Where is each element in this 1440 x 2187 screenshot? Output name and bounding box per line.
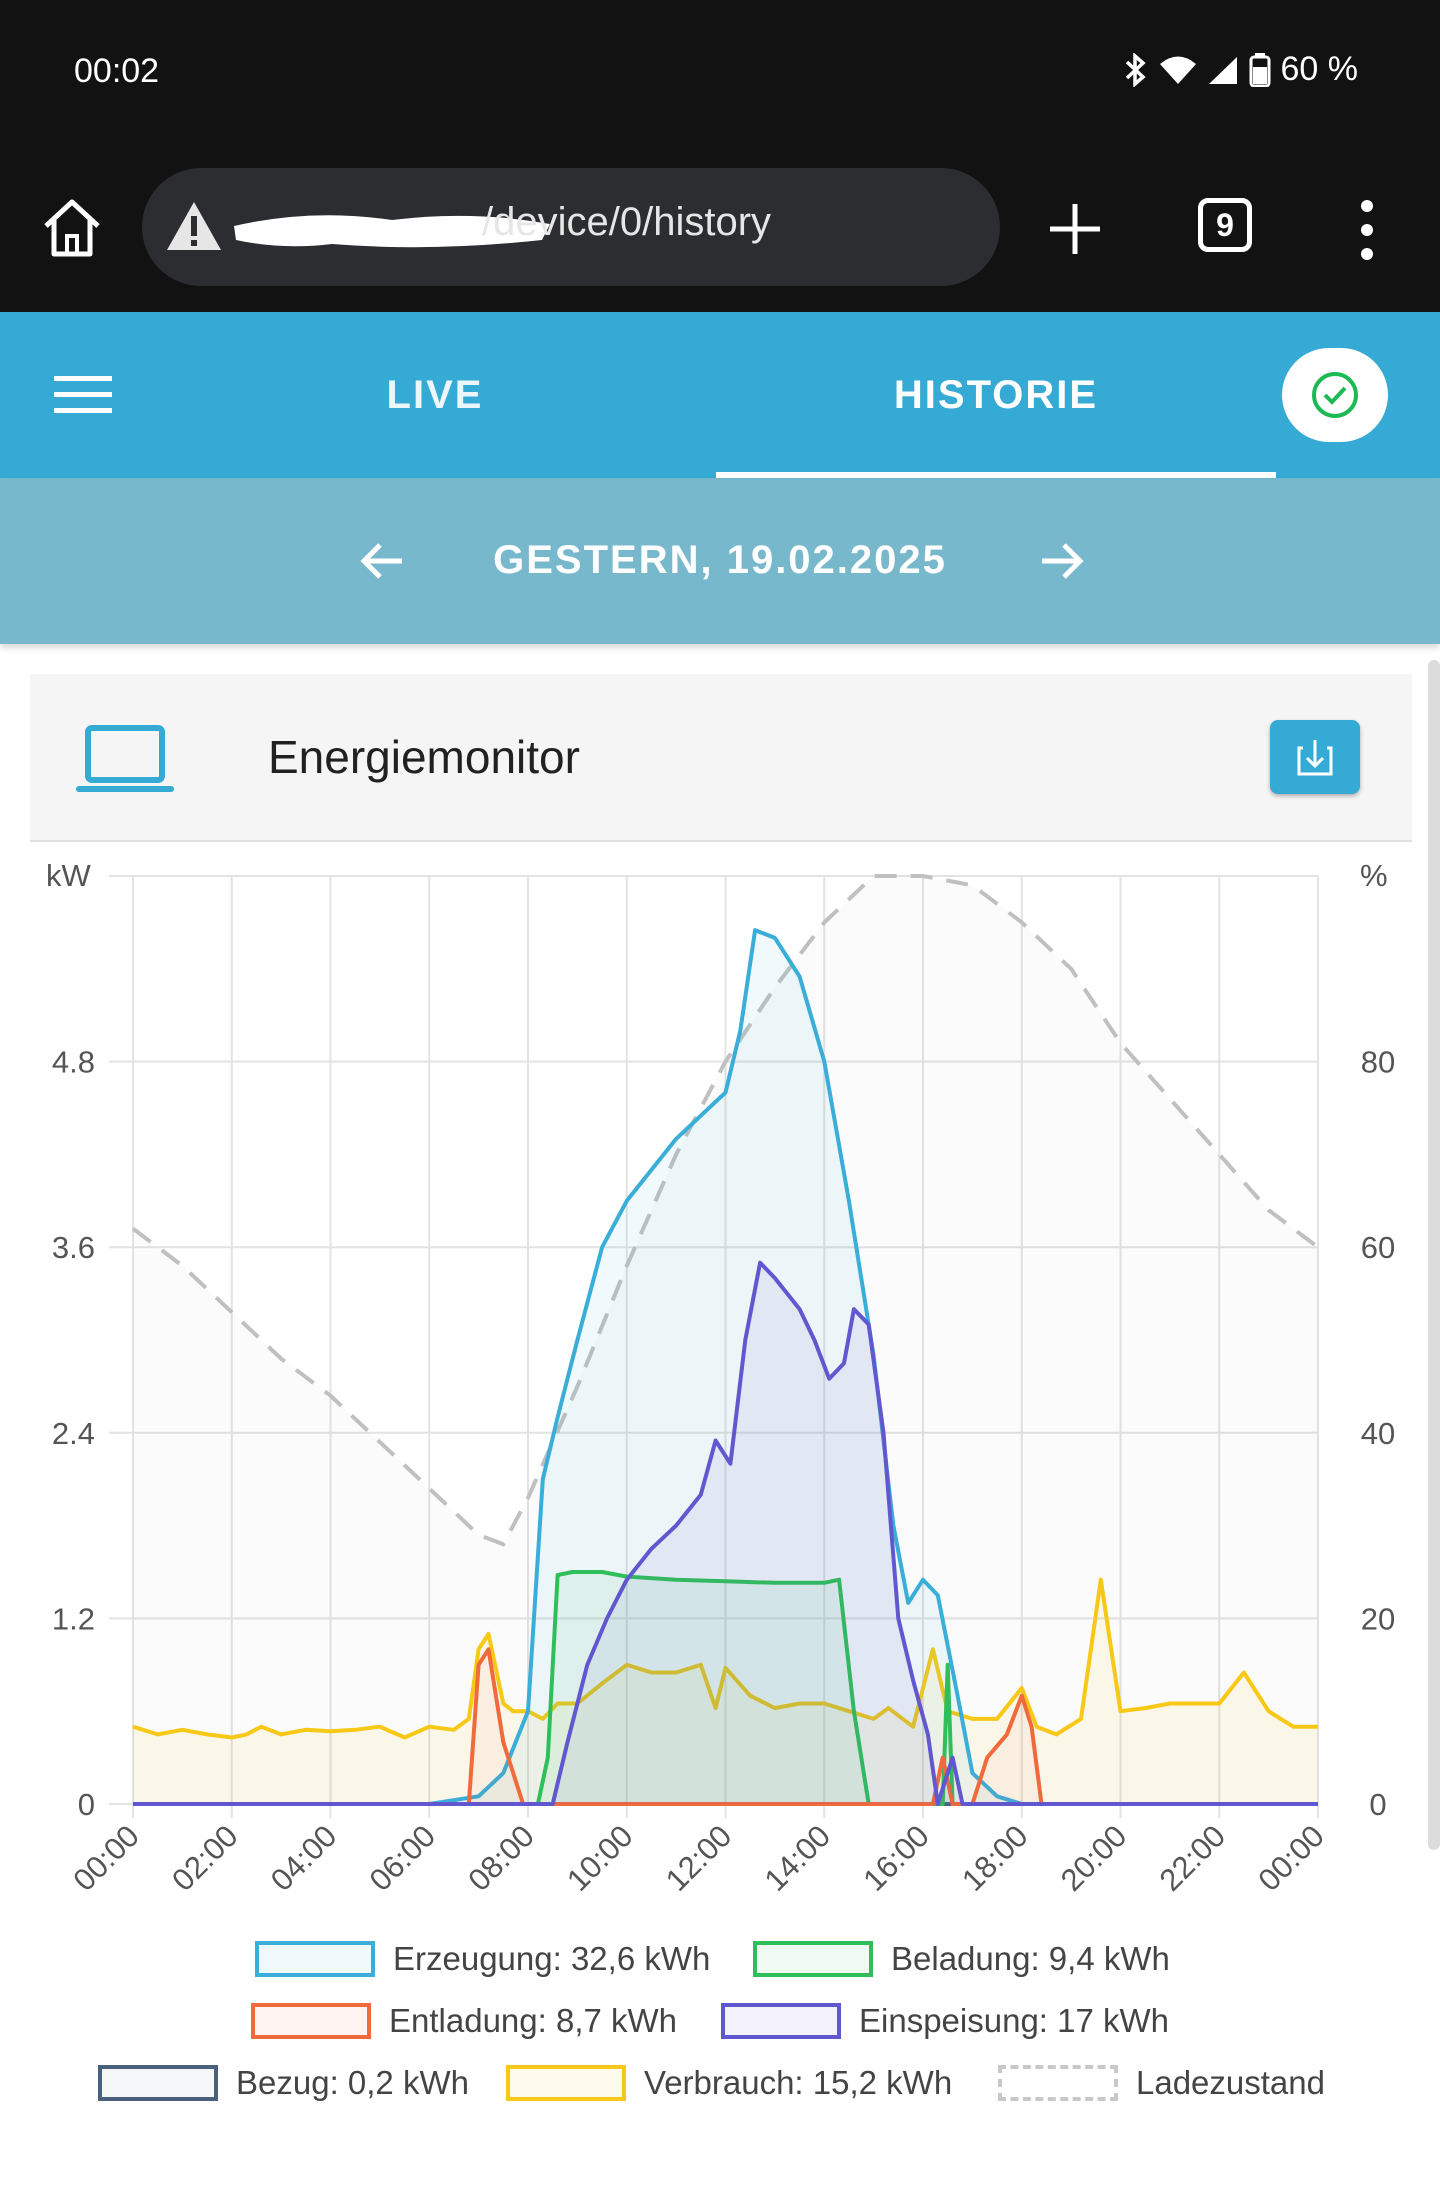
legend-swatch — [721, 2003, 841, 2039]
y-left-tick-label: 0 — [78, 1787, 95, 1822]
tab-historie[interactable]: HISTORIE — [893, 372, 1099, 417]
download-icon — [1297, 740, 1333, 776]
address-bar[interactable]: /device/0/history — [142, 168, 1000, 286]
selected-date: GESTERN, 19.02.2025 — [493, 538, 947, 582]
more-menu-icon[interactable] — [1352, 198, 1382, 262]
card-title: Energiemonitor — [268, 731, 580, 783]
status-icons: 60 % — [1123, 50, 1359, 89]
series-line — [133, 1260, 1318, 1806]
x-tick-label: 14:00 — [758, 1818, 838, 1898]
battery-icon — [1249, 52, 1270, 87]
x-tick-label: 18:00 — [955, 1818, 1035, 1898]
new-tab-icon[interactable] — [1046, 200, 1104, 258]
y-right-unit-label: % — [1360, 858, 1388, 893]
arrow-right-icon[interactable] — [1036, 536, 1086, 586]
series-area — [133, 1579, 1318, 1804]
y-right-tick-label: 80 — [1361, 1045, 1395, 1080]
series-line — [133, 1647, 1318, 1806]
y-left-unit-label: kW — [46, 858, 92, 893]
browser-toolbar: /device/0/history 9 — [0, 150, 1440, 312]
legend-swatch — [255, 1941, 375, 1977]
series-area — [133, 930, 1318, 1804]
series-area — [133, 1649, 1318, 1804]
card-header: Energiemonitor — [30, 674, 1412, 842]
legend-swatch — [998, 2065, 1118, 2101]
series-area — [133, 1262, 1318, 1804]
legend-label: Verbrauch: 15,2 kWh — [644, 2064, 953, 2101]
x-tick-label: 00:00 — [66, 1818, 146, 1898]
legend-label: Bezug: 0,2 kWh — [236, 2064, 469, 2101]
check-circle-icon — [1312, 372, 1358, 418]
url-text: /device/0/history — [482, 200, 772, 244]
home-icon[interactable] — [36, 192, 108, 264]
redaction-mark — [234, 215, 550, 248]
tab-live[interactable]: LIVE — [386, 372, 484, 417]
x-tick-label: 08:00 — [461, 1818, 541, 1898]
series-line-ladezustand — [131, 874, 1320, 1547]
legend-swatch — [753, 1941, 873, 1977]
x-tick-label: 04:00 — [264, 1818, 344, 1898]
y-left-tick-label: 1.2 — [52, 1601, 95, 1636]
x-tick-label: 12:00 — [659, 1818, 739, 1898]
legend-label: Entladung: 8,7 kWh — [389, 2002, 678, 2039]
chart-legend: Erzeugung: 32,6 kWh Beladung: 9,4 kWh En… — [0, 1940, 1440, 2140]
signal-icon — [1208, 56, 1237, 84]
legend-ladezustand[interactable]: Ladezustand — [998, 2064, 1325, 2102]
legend-label: Ladezustand — [1136, 2064, 1325, 2101]
laptop-icon — [76, 725, 174, 792]
y-right-tick-label: 60 — [1361, 1230, 1395, 1265]
date-navigator: GESTERN, 19.02.2025 — [0, 478, 1440, 644]
legend-swatch — [506, 2065, 626, 2101]
y-left-tick-label: 3.6 — [52, 1230, 95, 1265]
bluetooth-icon — [1125, 52, 1146, 87]
legend-bezug[interactable]: Bezug: 0,2 kWh — [98, 2064, 469, 2102]
clock: 00:02 — [74, 52, 160, 90]
series-line — [132, 1577, 1318, 1740]
scrollbar[interactable] — [1428, 660, 1440, 1850]
legend-erzeugung[interactable]: Erzeugung: 32,6 kWh — [255, 1940, 710, 1978]
series-line — [133, 928, 1318, 1806]
connection-status-button[interactable] — [1282, 348, 1388, 442]
series-area — [133, 1572, 1318, 1804]
x-tick-label: 22:00 — [1153, 1818, 1233, 1898]
legend-einspeisung[interactable]: Einspeisung: 17 kWh — [721, 2002, 1169, 2040]
system-status-bar: 00:02 60 % — [0, 0, 1440, 150]
x-tick-label: 06:00 — [363, 1818, 443, 1898]
app-header: LIVE HISTORIE — [0, 312, 1440, 478]
x-tick-label: 16:00 — [856, 1818, 936, 1898]
legend-entladung[interactable]: Entladung: 8,7 kWh — [251, 2002, 677, 2040]
y-right-tick-label: 40 — [1361, 1416, 1395, 1451]
legend-label: Erzeugung: 32,6 kWh — [393, 1940, 711, 1977]
x-tick-label: 10:00 — [560, 1818, 640, 1898]
battery-percent: 60 % — [1280, 50, 1359, 88]
y-left-tick-label: 4.8 — [52, 1045, 95, 1080]
legend-swatch — [98, 2065, 218, 2101]
y-right-tick-label: 0 — [1369, 1787, 1386, 1822]
legend-verbrauch[interactable]: Verbrauch: 15,2 kWh — [506, 2064, 952, 2102]
legend-label: Beladung: 9,4 kWh — [891, 1940, 1170, 1977]
legend-beladung[interactable]: Beladung: 9,4 kWh — [753, 1940, 1170, 1978]
x-tick-label: 02:00 — [165, 1818, 245, 1898]
arrow-left-icon[interactable] — [358, 536, 408, 586]
x-tick-label: 20:00 — [1054, 1818, 1134, 1898]
warning-icon[interactable] — [164, 198, 224, 254]
download-button[interactable] — [1270, 720, 1360, 794]
legend-swatch — [251, 2003, 371, 2039]
active-tab-indicator — [716, 472, 1276, 478]
y-right-tick-label: 20 — [1361, 1601, 1395, 1636]
menu-icon[interactable] — [54, 374, 112, 414]
x-tick-label: 00:00 — [1251, 1818, 1331, 1898]
wifi-icon — [1159, 56, 1196, 84]
y-left-tick-label: 2.4 — [52, 1416, 95, 1451]
legend-label: Einspeisung: 17 kWh — [859, 2002, 1170, 2039]
tab-switcher-button[interactable]: 9 — [1198, 198, 1252, 252]
